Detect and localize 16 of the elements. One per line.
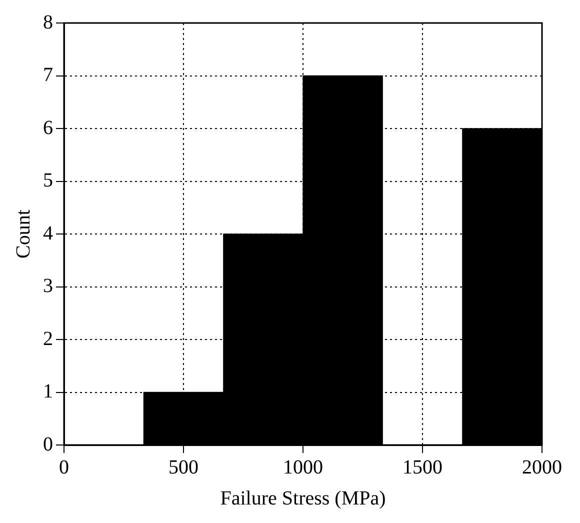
y-tick-label: 6: [43, 116, 53, 139]
y-tick-label: 1: [43, 380, 53, 402]
y-tick-label: 8: [43, 11, 53, 34]
x-tick-label: 500: [168, 456, 198, 478]
y-tick-label: 0: [43, 433, 53, 456]
y-tick-label: 7: [43, 64, 53, 86]
y-axis-title: Count: [12, 209, 34, 258]
y-tick-label: 5: [43, 170, 53, 192]
y-tick-label: 2: [43, 328, 53, 350]
x-tick-label: 2000: [522, 456, 562, 478]
x-tick-label: 0: [59, 456, 69, 478]
x-tick-label: 1500: [402, 456, 442, 478]
y-tick-label: 3: [43, 275, 53, 297]
y-tick-label: 4: [43, 222, 53, 244]
x-tick-label: 1000: [283, 456, 323, 478]
x-axis-title: Failure Stress (MPa): [220, 487, 386, 510]
